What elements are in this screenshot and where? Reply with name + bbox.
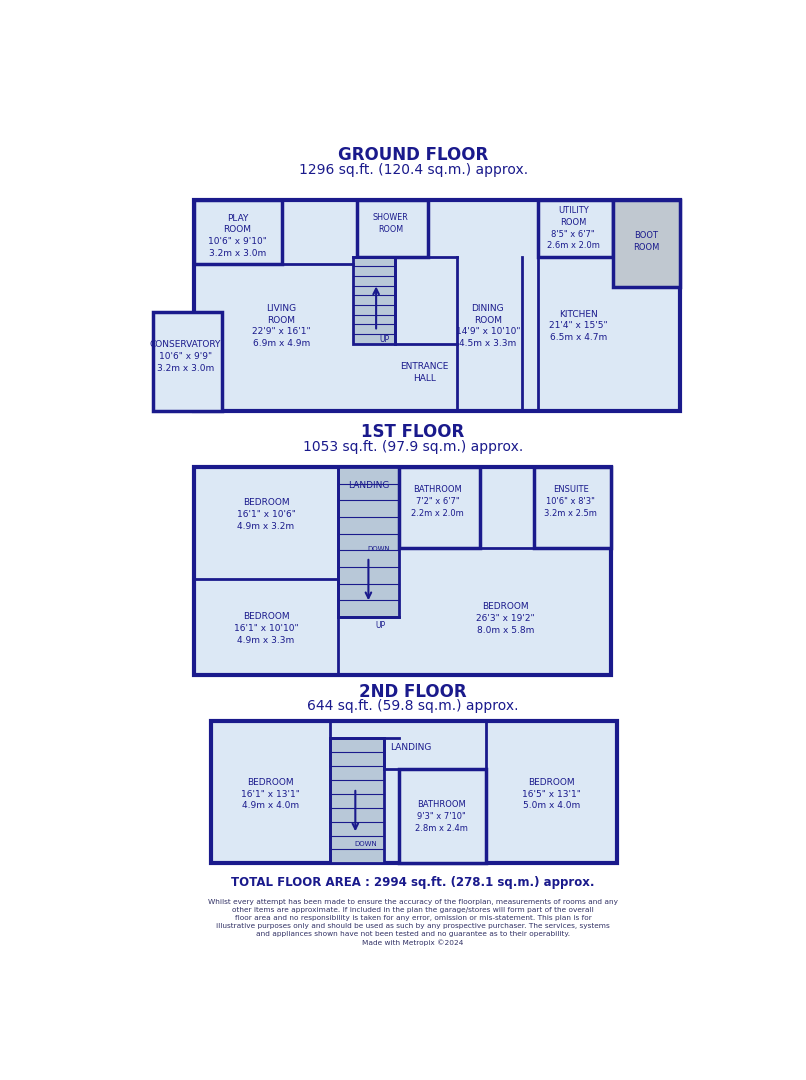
Text: LANDING: LANDING (347, 481, 389, 490)
Bar (153, 312, 222, 410)
Text: 2ND FLOOR: 2ND FLOOR (359, 683, 467, 701)
Text: 1053 sq.ft. (97.9 sq.m.) approx.: 1053 sq.ft. (97.9 sq.m.) approx. (303, 440, 523, 454)
Text: Whilst every attempt has been made to ensure the accuracy of the floorplan, meas: Whilst every attempt has been made to en… (208, 900, 618, 946)
Text: BATHROOM
7'2" x 6'7"
2.2m x 2.0m: BATHROOM 7'2" x 6'7" 2.2m x 2.0m (411, 485, 464, 517)
Text: DOWN: DOWN (355, 841, 377, 847)
Bar (399, 467, 480, 548)
Bar (399, 769, 486, 863)
Bar (534, 467, 611, 548)
Text: 1ST FLOOR: 1ST FLOOR (361, 423, 465, 442)
Bar (193, 201, 680, 410)
Bar (353, 257, 396, 343)
Bar (338, 467, 399, 617)
Text: BEDROOM
16'1" x 13'1"
4.9m x 4.0m: BEDROOM 16'1" x 13'1" 4.9m x 4.0m (241, 778, 300, 810)
Text: PLAY
ROOM
10'6" x 9'10"
3.2m x 3.0m: PLAY ROOM 10'6" x 9'10" 3.2m x 3.0m (208, 214, 267, 258)
Text: CONSERVATORY
10'6" x 9'9"
3.2m x 3.0m: CONSERVATORY 10'6" x 9'9" 3.2m x 3.0m (149, 340, 221, 373)
Text: BEDROOM
26'3" x 19'2"
8.0m x 5.8m: BEDROOM 26'3" x 19'2" 8.0m x 5.8m (476, 603, 535, 635)
Text: GROUND FLOOR: GROUND FLOOR (338, 146, 488, 164)
Bar (613, 201, 680, 287)
Text: 644 sq.ft. (59.8 sq.m.) approx.: 644 sq.ft. (59.8 sq.m.) approx. (307, 700, 519, 713)
Text: BATHROOM
9'3" x 7'10"
2.8m x 2.4m: BATHROOM 9'3" x 7'10" 2.8m x 2.4m (415, 800, 468, 833)
Text: BEDROOM
16'1" x 10'6"
4.9m x 3.2m: BEDROOM 16'1" x 10'6" 4.9m x 3.2m (237, 498, 296, 531)
Text: LANDING: LANDING (390, 743, 431, 752)
Text: DOWN: DOWN (367, 546, 390, 552)
Text: UTILITY
ROOM
8'5" x 6'7"
2.6m x 2.0m: UTILITY ROOM 8'5" x 6'7" 2.6m x 2.0m (546, 206, 600, 251)
Text: TOTAL FLOOR AREA : 2994 sq.ft. (278.1 sq.m.) approx.: TOTAL FLOOR AREA : 2994 sq.ft. (278.1 sq… (231, 876, 595, 889)
Text: ENTRANCE
HALL: ENTRANCE HALL (401, 362, 449, 382)
Text: 1296 sq.ft. (120.4 sq.m.) approx.: 1296 sq.ft. (120.4 sq.m.) approx. (298, 163, 528, 177)
Text: UP: UP (375, 621, 385, 630)
Text: BOOT
ROOM: BOOT ROOM (634, 231, 659, 252)
Text: LIVING
ROOM
22'9" x 16'1"
6.9m x 4.9m: LIVING ROOM 22'9" x 16'1" 6.9m x 4.9m (252, 303, 311, 348)
Text: DINING
ROOM
14'9" x 10'10"
4.5m x 3.3m: DINING ROOM 14'9" x 10'10" 4.5m x 3.3m (455, 303, 520, 348)
Text: ENSUITE
10'6" x 8'3"
3.2m x 2.5m: ENSUITE 10'6" x 8'3" 3.2m x 2.5m (545, 485, 597, 517)
Text: UP: UP (380, 335, 389, 343)
Bar (193, 201, 282, 265)
Text: BEDROOM
16'5" x 13'1"
5.0m x 4.0m: BEDROOM 16'5" x 13'1" 5.0m x 4.0m (522, 778, 581, 810)
Text: SHOWER
ROOM: SHOWER ROOM (373, 213, 409, 234)
Bar (538, 201, 613, 257)
Text: BEDROOM
16'1" x 10'10"
4.9m x 3.3m: BEDROOM 16'1" x 10'10" 4.9m x 3.3m (234, 612, 298, 645)
Text: KITCHEN
21'4" x 15'5"
6.5m x 4.7m: KITCHEN 21'4" x 15'5" 6.5m x 4.7m (550, 310, 608, 342)
Bar (210, 721, 617, 863)
Bar (357, 201, 428, 257)
Bar (330, 738, 384, 863)
Bar (193, 467, 611, 675)
